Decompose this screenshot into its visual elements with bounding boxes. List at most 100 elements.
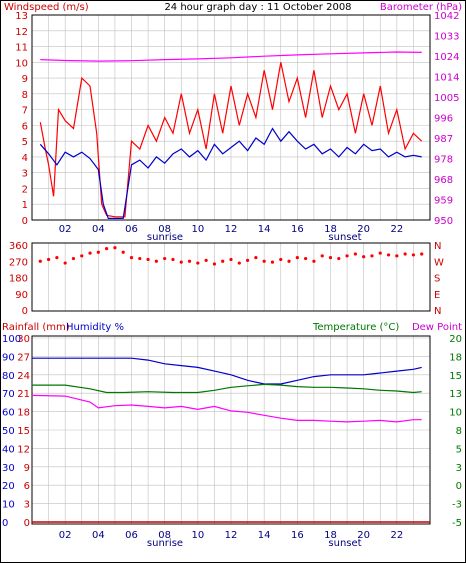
x-tick-label: 14: [258, 530, 271, 541]
weather-panel-border: [31, 335, 431, 525]
wind-direction-point: [304, 256, 308, 261]
wind-direction-point: [229, 257, 233, 262]
humidity-tick-label: 30: [2, 463, 15, 474]
wind-direction-point: [386, 253, 391, 257]
barometer-tick-labels: 950 959 968 978 987 996 1005 1014 1024 1033 1042: [434, 11, 459, 227]
weather-panel-x-tick-labels: 02 04 06 08 10 12 14 16 18 20 22: [59, 530, 403, 541]
humidity-axis-title: Humidity %: [66, 322, 124, 333]
wind-direction-point: [196, 261, 200, 265]
direction-degree-tick-label: 0: [22, 306, 28, 317]
barometer-tick-label: 968: [434, 175, 453, 186]
x-tick-label: 02: [59, 224, 72, 235]
x-tick-label: 16: [291, 530, 304, 541]
humidity-tick-label: 10: [2, 500, 15, 511]
x-tick-label: 06: [125, 530, 138, 541]
wind-direction-point: [312, 259, 316, 263]
x-tick-label: 20: [357, 224, 370, 235]
rainfall-tick-label: 15: [17, 426, 30, 437]
wind-direction-point: [171, 257, 175, 262]
barometer-tick-label: 1024: [434, 52, 459, 63]
wind-direction-point: [279, 257, 283, 262]
wind-direction-point: [187, 259, 192, 263]
temperature-tick-label: 18: [449, 352, 462, 363]
wind-direction-point: [129, 256, 134, 260]
barometer-line: [40, 51, 422, 62]
rainfall-tick-label: 18: [17, 408, 30, 419]
x-tick-label: 02: [59, 530, 72, 541]
wind-panel-border: [31, 14, 431, 221]
direction-compass-tick-label: N: [434, 306, 441, 317]
temperature-tick-label: 3: [456, 463, 462, 474]
temperature-tick-label: 20: [449, 334, 462, 345]
wind-direction-point: [411, 253, 416, 257]
windspeed-tick-label: 5: [22, 137, 28, 148]
barometer-tick-label: 987: [434, 134, 453, 145]
windspeed-tick-label: 6: [22, 121, 28, 132]
windspeed-tick-label: 0: [22, 216, 28, 227]
direction-degree-tick-labels: 0 90 180 270 360: [9, 241, 28, 317]
wind-direction-point: [88, 251, 92, 255]
direction-degree-tick-label: 270: [9, 257, 28, 268]
x-tick-label: 10: [191, 224, 204, 235]
wind-direction-point: [245, 258, 250, 262]
wind-panel-series: [39, 51, 423, 219]
rainfall-tick-label: 21: [17, 389, 30, 400]
wind-direction-point: [403, 252, 407, 256]
wind-direction-point: [138, 256, 142, 261]
chart-title: 24 hour graph day : 11 October 2008: [164, 2, 351, 13]
temperature-tick-label: 8: [456, 426, 462, 437]
rainfall-tick-label: 30: [17, 334, 30, 345]
weather-panel-grid: [32, 336, 430, 524]
direction-compass-tick-label: W: [434, 257, 444, 268]
wind-direction-point: [395, 254, 399, 258]
x-tick-label: 08: [158, 224, 171, 235]
windspeed-tick-label: 9: [22, 74, 28, 85]
barometer-tick-label: 1005: [434, 93, 459, 104]
direction-degree-tick-label: 90: [15, 290, 28, 301]
wind-direction-point: [378, 251, 382, 255]
rainfall-tick-label: 9: [24, 463, 30, 474]
temperature-axis-title: Temperature (°C): [312, 322, 399, 333]
barometer-tick-label: 996: [434, 114, 453, 125]
humidity-line: [32, 357, 422, 385]
humidity-tick-label: 90: [2, 352, 15, 363]
wind-direction-point: [96, 250, 100, 254]
windspeed-tick-label: 3: [22, 169, 28, 180]
x-tick-label: 04: [92, 530, 105, 541]
wind-direction-point: [328, 256, 333, 260]
direction-degree-tick-label: 360: [9, 241, 28, 252]
wind-direction-point: [337, 256, 341, 261]
barometer-tick-label: 1042: [434, 11, 459, 22]
windspeed-tick-label: 1: [22, 200, 28, 211]
sunset-label-bottom: sunset: [328, 538, 361, 549]
wind-direction-point: [55, 256, 59, 260]
windspeed-tick-label: 13: [15, 11, 28, 22]
temperature-tick-label: 15: [449, 371, 462, 382]
barometer-tick-label: 1033: [434, 32, 459, 43]
barometer-tick-label: 950: [434, 216, 453, 227]
wind-direction-point: [270, 260, 275, 264]
wind-direction-point: [420, 252, 424, 256]
wind-direction-point: [287, 259, 291, 263]
wind-direction-point: [295, 256, 299, 260]
x-tick-label: 12: [225, 224, 238, 235]
weather-panel-series: [31, 357, 430, 523]
windspeed-tick-label: 11: [15, 43, 28, 54]
temperature-line: [32, 383, 422, 394]
humidity-tick-label: 40: [2, 444, 15, 455]
x-tick-label: 18: [324, 224, 337, 235]
windspeed-axis-title: Windspeed (m/s): [4, 2, 89, 13]
dewpoint-line: [31, 394, 422, 423]
barometer-tick-label: 1014: [434, 73, 459, 84]
x-tick-label: 18: [324, 530, 337, 541]
wind-direction-point: [46, 257, 51, 262]
direction-degree-tick-label: 180: [9, 274, 28, 285]
x-tick-label: 12: [225, 530, 238, 541]
wind-direction-point: [262, 259, 266, 263]
rainfall-tick-label: 6: [24, 481, 30, 492]
wind-direction-point: [63, 261, 67, 265]
temperature-tick-label: 10: [449, 408, 462, 419]
windspeed-tick-label: 7: [22, 106, 28, 117]
humidity-tick-label: 70: [2, 389, 15, 400]
